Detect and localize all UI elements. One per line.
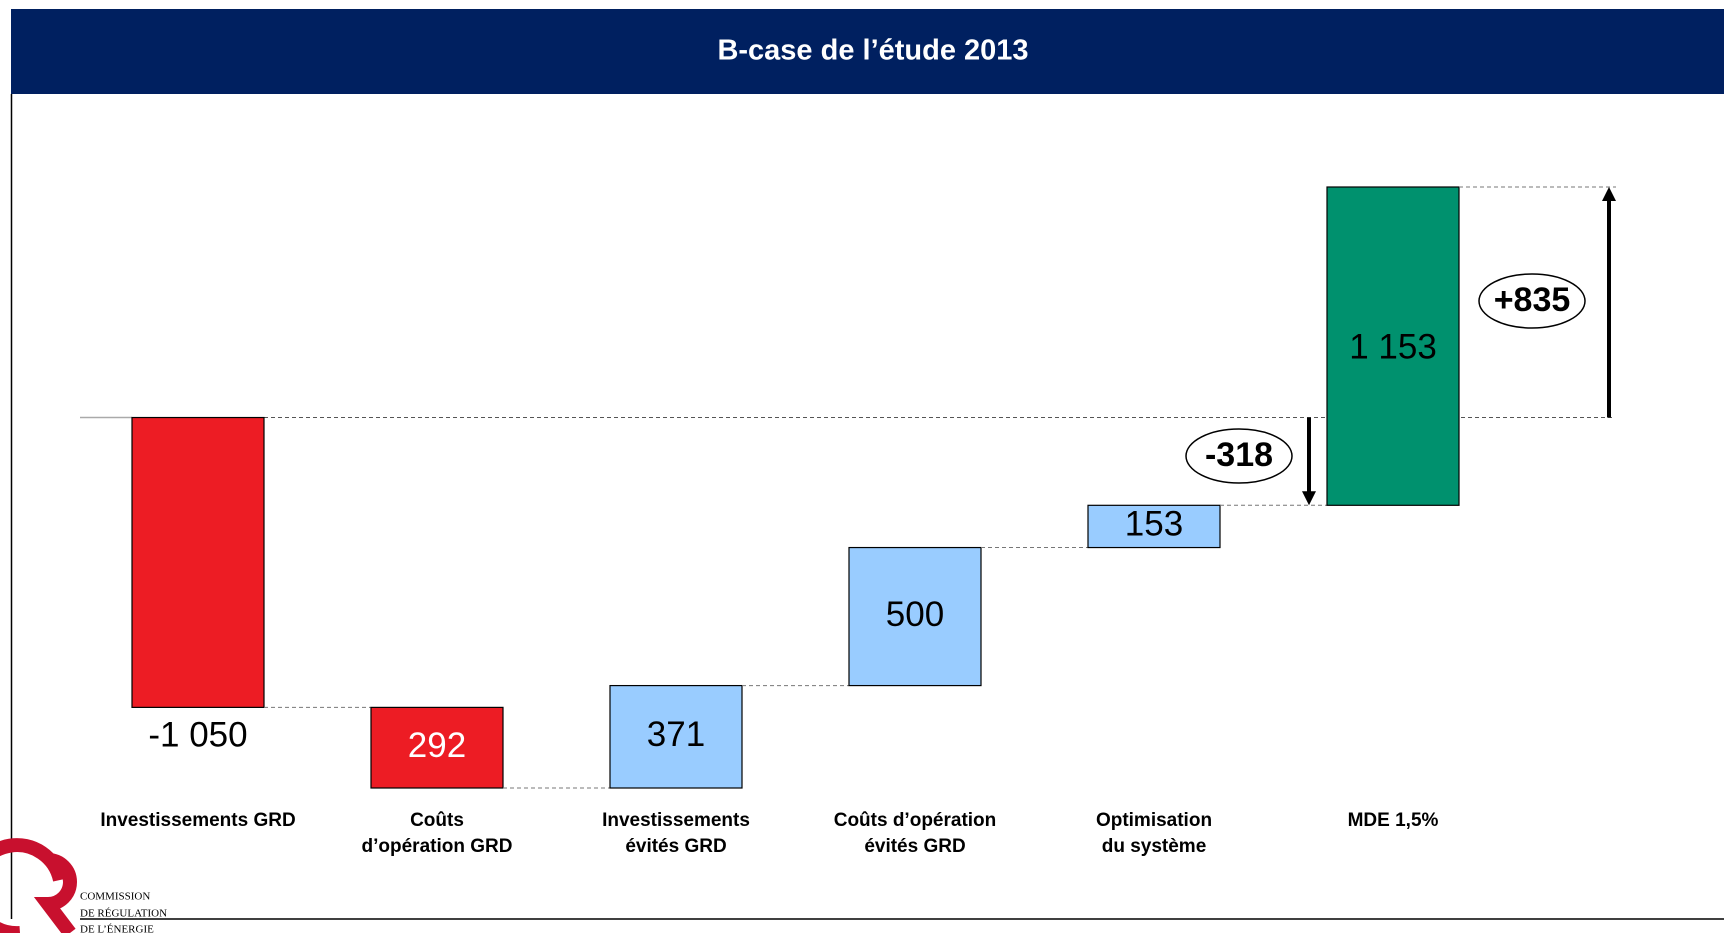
- logo-text: DE L’ÉNERGIE: [80, 924, 154, 933]
- data-label: 153: [1125, 505, 1183, 544]
- bar: [370, 706, 504, 789]
- bar: [1326, 186, 1460, 506]
- category-label: Coûts d’opération GRD: [361, 810, 513, 857]
- logo-text: COMMISSION: [80, 891, 150, 903]
- category-label: Investissements GRD: [100, 810, 296, 831]
- logo-text: DE RÉGULATION: [80, 908, 167, 920]
- arrow-head: [1302, 491, 1316, 506]
- annotation-label: +835: [1494, 281, 1571, 319]
- chart-title: B-case de l’étude 2013: [717, 35, 1028, 67]
- data-label: 292: [408, 726, 466, 765]
- bar: [609, 684, 743, 789]
- bar: [131, 416, 265, 708]
- category-label: Investissements évités GRD: [602, 810, 750, 857]
- data-label: -1 050: [148, 716, 247, 755]
- category-label: MDE 1,5%: [1347, 810, 1439, 831]
- data-label: 500: [886, 595, 944, 634]
- bar: [1087, 504, 1221, 549]
- arrow-head: [1602, 187, 1616, 201]
- header-band: [11, 9, 1724, 94]
- annotation-oval: [1478, 273, 1586, 329]
- category-label: Coûts d’opération évités GRD: [833, 810, 997, 857]
- category-label: Optimisation du système: [1095, 810, 1213, 857]
- annotation-label: -318: [1205, 436, 1273, 474]
- bar: [848, 546, 982, 687]
- data-label: 371: [647, 715, 705, 754]
- data-label: 1 153: [1349, 327, 1437, 366]
- logo-mark: [0, 838, 77, 933]
- annotation-oval: [1185, 428, 1293, 484]
